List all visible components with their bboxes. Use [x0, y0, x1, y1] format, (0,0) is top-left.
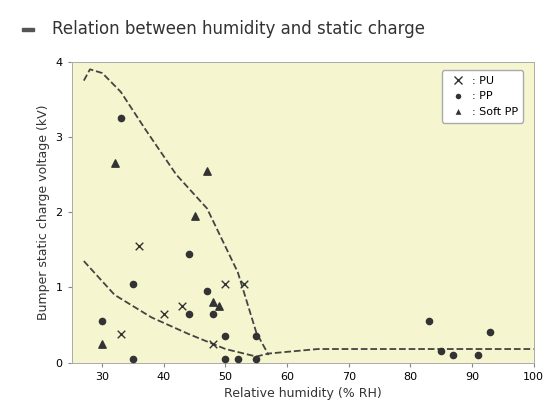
- Point: [117, 331, 125, 337]
- Point: [209, 340, 218, 347]
- Point: [184, 250, 193, 257]
- Point: [221, 356, 230, 362]
- Point: [425, 318, 433, 325]
- Point: [129, 356, 138, 362]
- Point: [129, 280, 138, 287]
- Y-axis label: Bumper static charge voltage (kV): Bumper static charge voltage (kV): [37, 104, 50, 320]
- Point: [190, 213, 199, 219]
- Point: [221, 333, 230, 339]
- Point: [233, 356, 242, 362]
- Point: [98, 318, 107, 325]
- Point: [160, 310, 168, 317]
- X-axis label: Relative humidity (% RH): Relative humidity (% RH): [224, 387, 381, 400]
- Point: [184, 310, 193, 317]
- Point: [486, 329, 495, 336]
- Point: [437, 348, 446, 355]
- Point: [449, 352, 458, 358]
- Point: [178, 303, 187, 309]
- Point: [240, 280, 249, 287]
- Point: [135, 243, 144, 249]
- Point: [252, 356, 261, 362]
- Point: [209, 299, 218, 306]
- Point: [209, 310, 218, 317]
- FancyBboxPatch shape: [22, 28, 34, 31]
- Point: [202, 168, 211, 174]
- Point: [252, 333, 261, 339]
- Legend: : PU, : PP, : Soft PP: : PU, : PP, : Soft PP: [442, 70, 523, 123]
- Text: Relation between humidity and static charge: Relation between humidity and static cha…: [52, 21, 425, 38]
- Point: [474, 352, 482, 358]
- Point: [98, 340, 107, 347]
- Point: [117, 115, 125, 122]
- Point: [221, 280, 230, 287]
- Point: [110, 160, 119, 166]
- Point: [202, 288, 211, 295]
- Point: [215, 303, 224, 309]
